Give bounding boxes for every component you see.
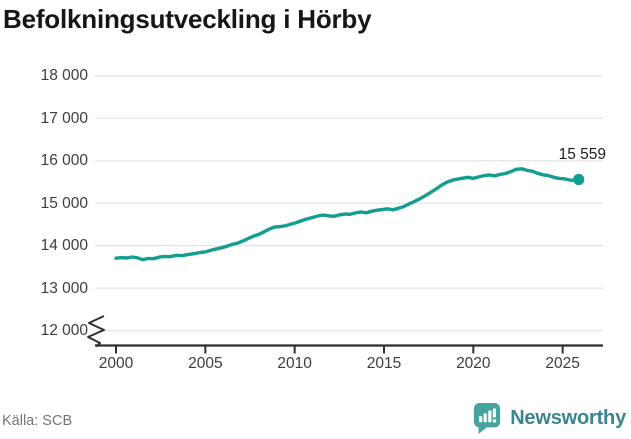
newsworthy-wordmark: Newsworthy xyxy=(510,406,626,429)
y-tick-label: 13 000 xyxy=(40,279,88,297)
y-tick-label: 16 000 xyxy=(40,152,88,170)
bar-chart-speech-bubble-icon xyxy=(474,402,501,434)
y-tick-label: 12 000 xyxy=(40,322,88,340)
y-tick-label: 15 000 xyxy=(40,194,88,212)
axis-break-icon xyxy=(87,315,105,348)
newsworthy-logo: Newsworthy xyxy=(472,402,626,434)
x-tick-label: 2020 xyxy=(456,355,491,372)
x-tick-label: 2010 xyxy=(277,355,312,372)
population-line xyxy=(114,167,581,262)
end-point-marker xyxy=(573,173,585,186)
chart-title: Befolkningsutveckling i Hörby xyxy=(3,4,372,34)
source-note: Källa: SCB xyxy=(2,413,73,429)
y-tick-label: 17 000 xyxy=(40,109,88,127)
y-tick-label: 18 000 xyxy=(40,67,88,85)
x-tick-label: 2005 xyxy=(188,355,223,372)
y-tick-label: 14 000 xyxy=(40,237,88,255)
x-tick-label: 2015 xyxy=(366,355,402,372)
end-value-label: 15 559 xyxy=(558,146,606,163)
x-tick-label: 2025 xyxy=(545,355,580,372)
x-tick-label: 2000 xyxy=(98,355,134,372)
